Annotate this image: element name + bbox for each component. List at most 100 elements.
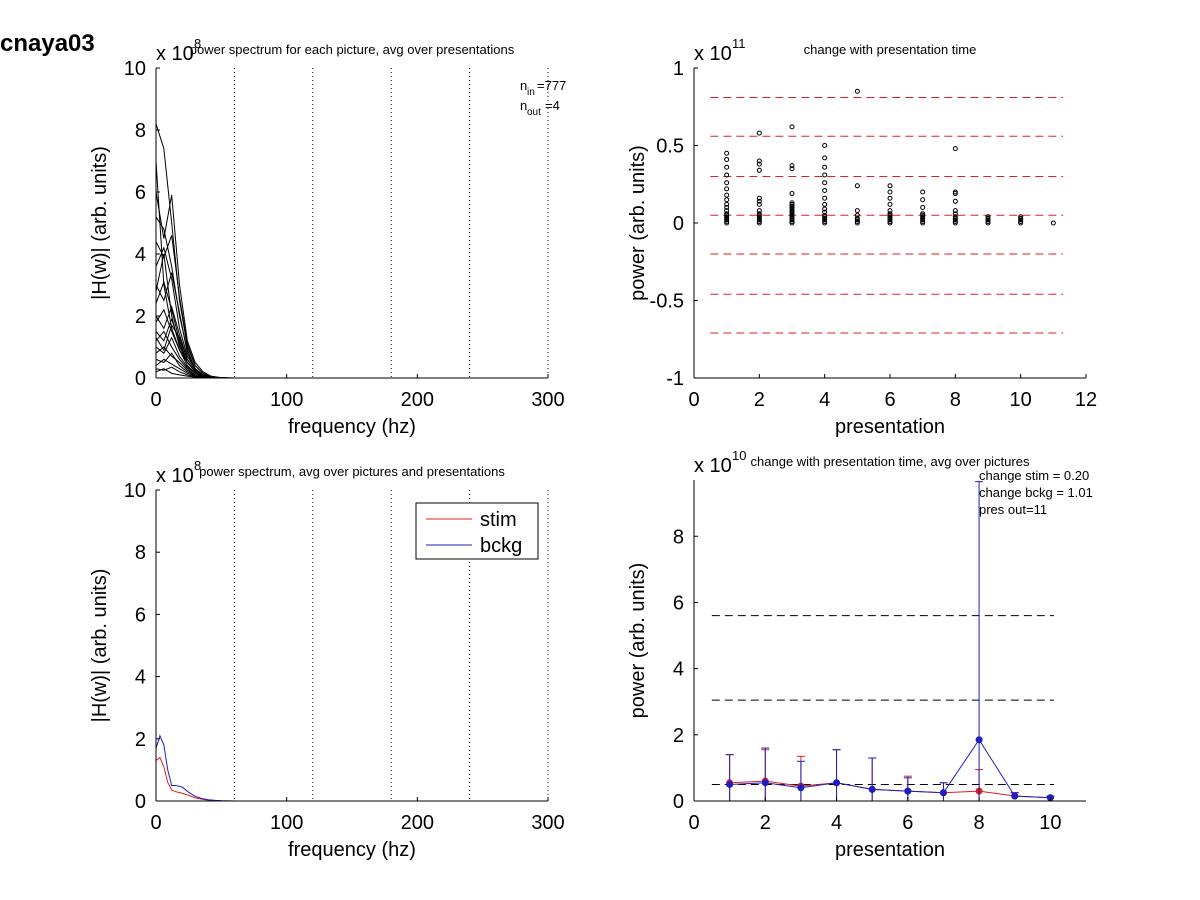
data-point: [724, 156, 730, 162]
data-point: [920, 217, 926, 223]
chart-p3: 0 100 200 300 0 2 4 6 8 10 frequency (hz) |H(w)| (a…: [89, 458, 565, 861]
y-tick-label: -0.5: [650, 291, 684, 313]
data-point: [724, 197, 730, 203]
data-point: [887, 217, 893, 223]
y-tick-label: 0: [673, 213, 684, 235]
x-tick-label: 0: [150, 389, 161, 411]
series-line-stim: [155, 756, 548, 802]
y-tick-label: 0: [135, 791, 146, 813]
data-point: [822, 187, 828, 193]
data-point: [789, 124, 795, 130]
data-point: [789, 163, 795, 169]
y-tick-label: 2: [673, 725, 684, 747]
annotation-1: change bckg = 1.01: [979, 485, 1093, 500]
x-axis-label: frequency (hz): [288, 416, 416, 438]
data-point: [952, 208, 958, 214]
data-point: [822, 143, 828, 148]
data-point: [822, 164, 828, 170]
series-marker-bckg: [761, 779, 769, 787]
series-line-11: [155, 336, 548, 379]
series-line-19: [155, 324, 548, 379]
x-tick-label: 10: [1039, 812, 1061, 834]
x-tick-label: 8: [974, 812, 985, 834]
data-point: [756, 217, 762, 223]
series-line-0: [155, 123, 548, 379]
data-point: [985, 220, 991, 226]
series-line-stim: [729, 780, 1051, 799]
data-point: [789, 212, 795, 218]
y-tick-label: 8: [673, 526, 684, 548]
data-point: [789, 201, 795, 207]
data-point: [952, 220, 958, 226]
series-marker-bckg: [833, 779, 841, 787]
data-point: [920, 215, 926, 221]
x-tick-label: 10: [1010, 389, 1032, 411]
chart-p1: 0 100 200 300 0 2 4 6 8 10 frequency (hz) |H(w)| (a…: [89, 36, 566, 438]
x-tick-label: 300: [531, 389, 564, 411]
data-point: [822, 217, 828, 223]
data-point: [887, 211, 893, 217]
x-tick-label: 0: [688, 389, 699, 411]
data-point: [1018, 215, 1024, 221]
chart-title: power spectrum, avg over pictures and pr…: [199, 464, 505, 479]
data-point: [920, 218, 926, 224]
legend-box: [415, 502, 539, 560]
x-axis-label: frequency (hz): [288, 839, 416, 861]
data-point: [789, 218, 795, 224]
data-point: [854, 212, 860, 218]
data-point: [822, 180, 828, 186]
data-point: [920, 220, 926, 226]
data-point: [822, 214, 828, 220]
x-tick-label: 300: [531, 812, 564, 834]
x-tick-label: 100: [270, 812, 303, 834]
data-point: [756, 218, 762, 224]
data-point: [724, 150, 730, 156]
data-point: [887, 215, 893, 221]
axis-exponent: x 10: [694, 43, 732, 65]
x-tick-label: 2: [754, 389, 765, 411]
data-point: [789, 217, 795, 223]
data-point: [952, 198, 958, 204]
axis-exponent-power: 10: [732, 448, 746, 463]
data-point: [724, 180, 730, 186]
data-point: [724, 186, 730, 192]
data-point: [854, 217, 860, 223]
data-point: [854, 218, 860, 224]
data-point: [952, 211, 958, 217]
data-point: [920, 205, 926, 210]
data-point: [887, 220, 893, 226]
data-point: [756, 130, 762, 136]
x-tick-label: 0: [688, 812, 699, 834]
series-line-8: [155, 308, 548, 379]
data-point: [789, 166, 795, 172]
axis-exponent-power: 8: [194, 458, 201, 473]
data-point: [789, 200, 795, 206]
x-tick-label: 2: [760, 812, 771, 834]
data-point: [985, 215, 991, 221]
series-marker-bckg: [1011, 792, 1019, 800]
annotation-n-in-label: n: [520, 78, 527, 93]
data-point: [822, 215, 828, 221]
x-tick-label: 6: [884, 389, 895, 411]
data-point: [756, 161, 762, 167]
data-point: [887, 195, 893, 201]
data-point: [822, 201, 828, 207]
series-line-4: [155, 246, 548, 379]
data-point: [789, 214, 795, 220]
y-axis-label: |H(w)| (arb. units): [89, 146, 111, 300]
y-axis-label: |H(w)| (arb. units): [89, 569, 111, 723]
y-tick-label: 0: [673, 791, 684, 813]
data-point: [887, 201, 893, 207]
series-marker-bckg: [797, 784, 805, 792]
axis-exponent: x 10: [694, 455, 732, 477]
annotation-0: change stim = 0.20: [979, 468, 1089, 483]
data-point: [887, 214, 893, 220]
series-line-bckg: [155, 734, 548, 802]
data-point: [756, 198, 762, 204]
x-tick-label: 0: [150, 812, 161, 834]
x-tick-label: 12: [1075, 389, 1097, 411]
data-point: [952, 189, 958, 195]
x-tick-label: 200: [401, 389, 434, 411]
y-tick-label: 6: [135, 182, 146, 204]
